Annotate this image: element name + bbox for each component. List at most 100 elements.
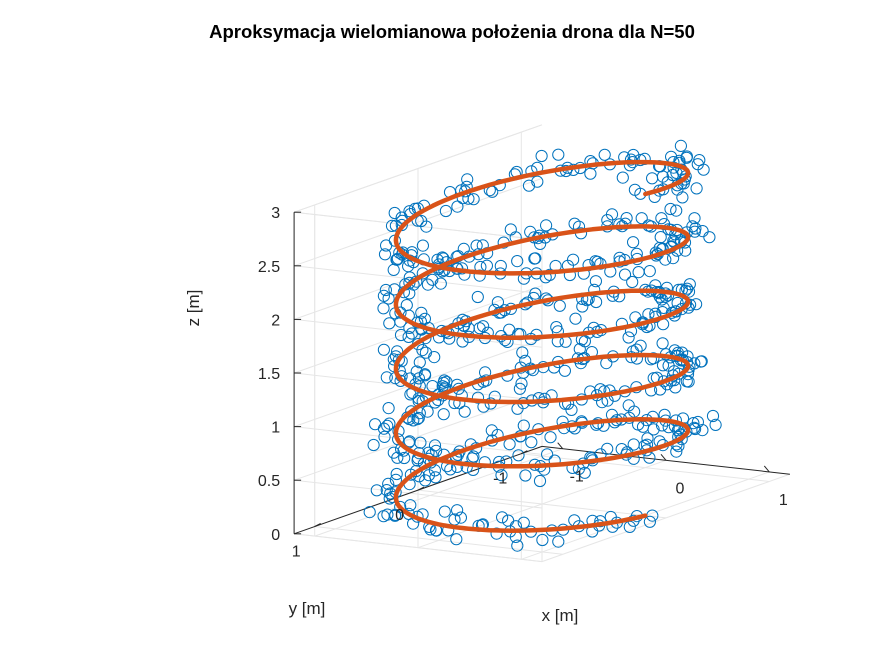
y-tick-label: 0 <box>395 507 404 524</box>
y-tick-mark <box>314 523 321 527</box>
data-point <box>485 424 498 437</box>
data-point <box>416 344 429 357</box>
grid-line <box>294 479 543 509</box>
data-point <box>643 515 657 528</box>
data-point <box>391 252 404 265</box>
data-point <box>438 505 451 518</box>
data-point <box>502 514 515 527</box>
z-tick-label: 1.5 <box>258 366 280 383</box>
data-point <box>619 217 632 230</box>
data-point <box>696 424 709 437</box>
data-point <box>664 202 677 216</box>
data-point <box>473 322 486 335</box>
data-point <box>402 330 415 343</box>
data-point <box>367 438 380 452</box>
data-point <box>696 225 709 238</box>
data-point <box>416 239 429 252</box>
data-point <box>552 148 565 161</box>
data-point <box>691 158 704 171</box>
data-point <box>522 179 536 192</box>
data-point <box>513 382 527 395</box>
data-point <box>531 175 544 188</box>
data-point <box>400 299 413 312</box>
data-point <box>616 171 629 184</box>
data-point <box>382 477 395 490</box>
y-tick-mark <box>417 486 425 491</box>
data-point <box>703 231 716 244</box>
data-point <box>656 337 669 350</box>
data-point <box>377 510 390 523</box>
data-point <box>495 469 508 482</box>
x-tick-mark <box>763 465 770 473</box>
data-point <box>451 504 464 517</box>
data-point <box>473 269 486 282</box>
data-point <box>590 295 603 309</box>
data-point <box>387 263 400 276</box>
x-tick-mark <box>557 442 564 450</box>
data-point <box>544 431 557 444</box>
y-axis-label: y [m] <box>289 599 326 618</box>
data-point <box>494 259 507 273</box>
chart-title: Aproksymacja wielomianowa położenia dron… <box>209 21 695 42</box>
data-point <box>369 418 382 431</box>
data-point <box>385 219 399 232</box>
data-point <box>394 306 407 319</box>
grid-lines <box>293 124 791 563</box>
data-point <box>620 212 633 225</box>
data-point <box>380 371 393 384</box>
data-point <box>519 469 532 482</box>
data-point <box>444 463 457 476</box>
data-point <box>403 435 416 448</box>
z-axis-ticks: 0 0.5 1 1.5 2 2.5 3 <box>258 205 302 544</box>
data-point <box>627 438 640 451</box>
data-point <box>410 365 423 378</box>
data-point <box>470 239 483 252</box>
data-point <box>430 444 443 457</box>
data-point <box>674 139 688 152</box>
data-point <box>477 320 490 333</box>
data-point <box>694 355 707 368</box>
box-edge <box>294 533 543 563</box>
data-point <box>419 346 432 359</box>
measured-points-series <box>363 139 722 552</box>
data-point <box>421 278 434 291</box>
data-point <box>439 204 452 218</box>
data-point <box>415 214 428 228</box>
data-point <box>605 208 619 221</box>
z-axis-label: z [m] <box>184 290 203 327</box>
data-point <box>377 343 390 356</box>
data-point <box>490 527 503 540</box>
y-tick-label: 1 <box>292 544 301 561</box>
data-point <box>646 172 659 185</box>
data-point <box>553 299 566 312</box>
data-point <box>467 450 480 463</box>
plot-area <box>363 139 722 552</box>
data-point <box>496 511 509 524</box>
data-point <box>569 312 582 325</box>
data-point <box>536 533 549 547</box>
data-point <box>382 402 395 415</box>
data-point <box>390 467 403 481</box>
polynomial-fit-line <box>393 159 691 533</box>
data-point <box>517 419 530 432</box>
data-point <box>655 293 668 306</box>
data-point <box>370 484 383 497</box>
data-point <box>471 391 485 404</box>
data-point <box>377 302 390 315</box>
data-point <box>378 248 392 261</box>
data-point <box>675 303 688 316</box>
data-point <box>535 149 548 163</box>
data-point <box>387 446 400 459</box>
data-point <box>467 193 480 206</box>
data-point <box>404 499 417 512</box>
data-point <box>682 375 695 388</box>
data-point <box>676 191 689 204</box>
data-point <box>457 242 470 255</box>
data-point <box>647 352 660 365</box>
data-point <box>647 423 660 436</box>
data-point <box>622 399 635 412</box>
data-point <box>671 296 684 310</box>
data-point <box>626 275 639 289</box>
data-point <box>578 335 592 348</box>
data-point <box>688 225 701 238</box>
